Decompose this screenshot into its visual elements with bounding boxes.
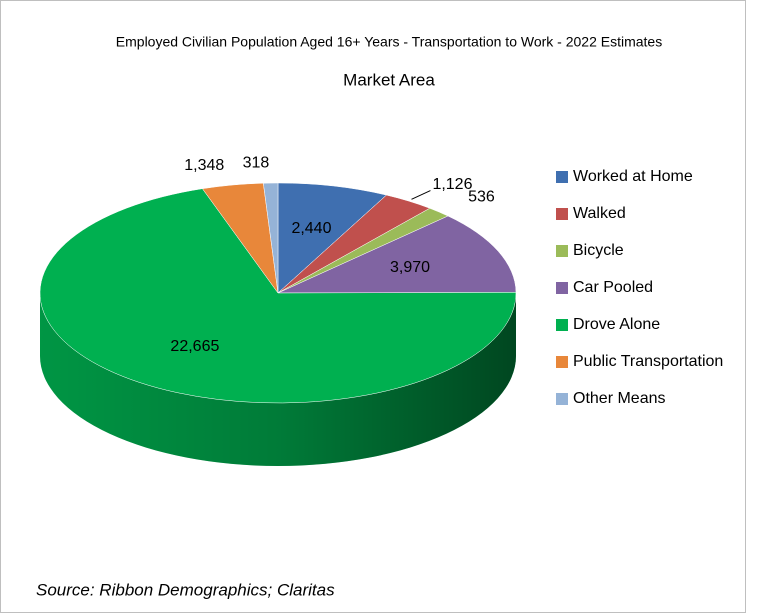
legend-label: Drove Alone [573,316,660,333]
slice [263,182,279,294]
data-label: 2,440 [291,220,331,237]
data-label: 3,970 [390,259,430,276]
source-note: Source: Ribbon Demographics; Claritas [36,580,335,599]
data-label: 1,348 [184,157,224,174]
data-label: 536 [468,189,495,206]
slice-side-shade [40,293,516,466]
chart-subtitle: Market Area [343,70,435,89]
leader-line [411,190,431,200]
legend-swatch [556,282,568,294]
legend-swatch [556,393,568,405]
data-label: 1,126 [432,176,472,193]
legend-label: Other Means [573,390,665,407]
legend-label: Bicycle [573,242,624,259]
legend-label: Public Transportation [573,353,723,370]
legend-label: Car Pooled [573,279,653,296]
legend-label: Walked [573,205,626,222]
slice [277,215,517,294]
legend-swatch [556,208,568,220]
legend-swatch [556,171,568,183]
data-label: 22,665 [170,338,219,355]
legend-swatch [556,319,568,331]
slice [39,188,517,404]
legend-swatch [556,245,568,257]
chart-title: Employed Civilian Population Aged 16+ Ye… [116,34,662,50]
slice [277,182,387,294]
legend-swatch [556,356,568,368]
data-label: 318 [243,154,270,171]
legend-label: Worked at Home [573,168,693,185]
